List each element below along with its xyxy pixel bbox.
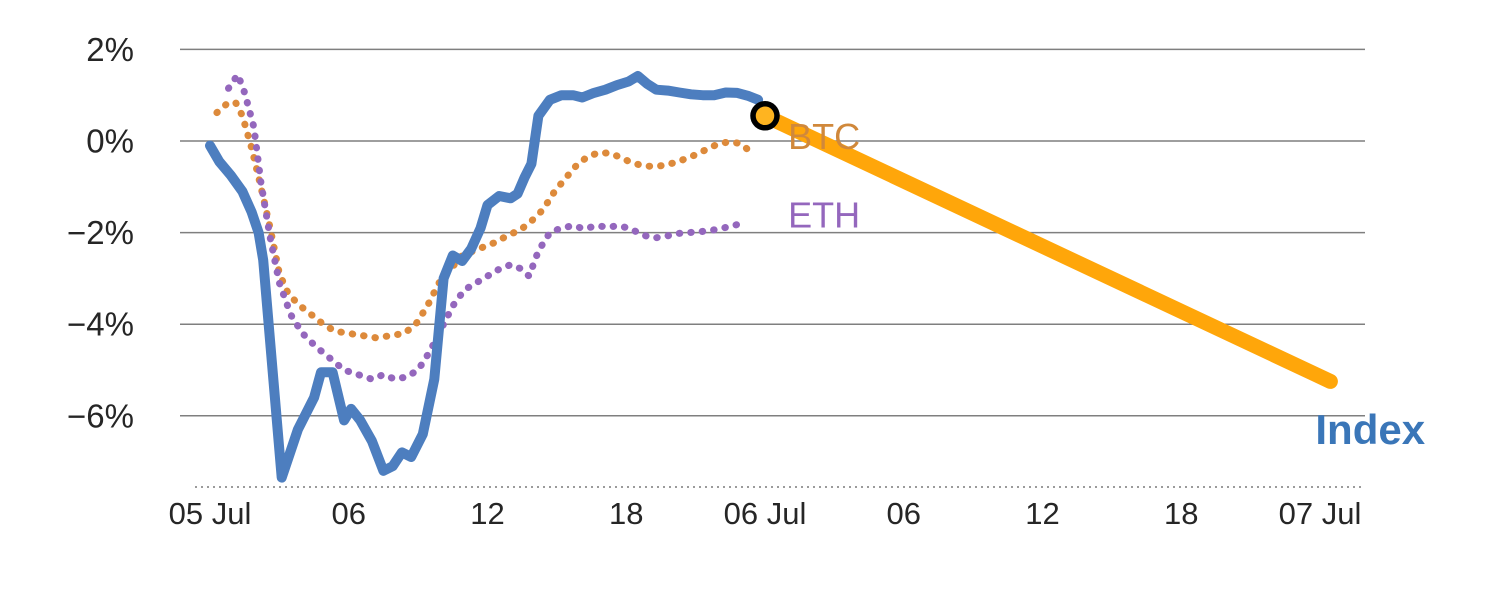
x-axis-tick-label: 12 xyxy=(470,496,504,531)
x-axis-tick-label: 06 xyxy=(332,496,366,531)
y-axis-tick-label: −4% xyxy=(67,306,134,343)
x-axis-tick-label: 18 xyxy=(609,496,643,531)
x-axis-tick-label: 05 Jul xyxy=(169,496,252,531)
series-label-btc: BTC xyxy=(788,116,860,157)
x-axis-tick-label: 07 Jul xyxy=(1279,496,1362,531)
btc-start-marker xyxy=(750,101,780,131)
series-line-index xyxy=(205,71,764,483)
y-axis-tick-label: −6% xyxy=(67,397,134,434)
y-axis-tick-label: 2% xyxy=(86,31,134,68)
y-axis-tick-label: −2% xyxy=(67,214,134,251)
series-line-eth xyxy=(225,71,746,383)
series-label-eth: ETH xyxy=(788,195,860,236)
x-axis-tick-label: 12 xyxy=(1025,496,1059,531)
x-axis-tick-label: 06 xyxy=(887,496,921,531)
x-axis-tick-label: 18 xyxy=(1164,496,1198,531)
x-axis-tick-label: 06 Jul xyxy=(724,496,807,531)
series-line-btc xyxy=(213,98,760,342)
series-label-index: Index xyxy=(1315,406,1425,453)
series-line-btc-projection xyxy=(757,108,1338,389)
y-axis-tick-label: 0% xyxy=(86,123,134,160)
